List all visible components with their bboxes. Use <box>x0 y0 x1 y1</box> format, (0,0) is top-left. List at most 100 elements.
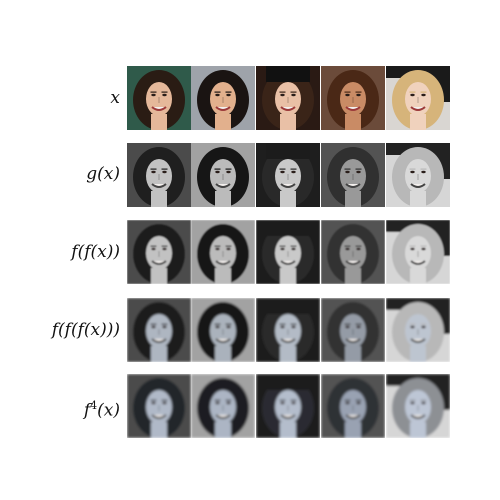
thumb-eye-left <box>280 247 285 251</box>
thumb-brow-left <box>279 245 286 247</box>
thumb-smile <box>151 414 167 419</box>
thumb-nose <box>287 329 289 335</box>
thumb-brow-left <box>150 245 157 247</box>
thumb-smile <box>410 183 426 188</box>
face-thumbnail-5-3 <box>256 374 320 438</box>
thumb-smile <box>215 260 231 265</box>
thumb-eye-right <box>226 93 231 97</box>
thumb-brow-right <box>161 91 168 93</box>
thumb-hat <box>266 143 310 159</box>
thumb-eye-right <box>162 401 167 405</box>
thumb-eye-left <box>280 170 285 174</box>
thumb-nose <box>417 97 419 103</box>
thumb-smile <box>215 414 231 419</box>
face-thumbnail-4-5 <box>386 298 450 362</box>
thumb-smile <box>345 106 361 111</box>
thumb-nose <box>417 174 419 180</box>
thumb-neck <box>215 346 231 362</box>
thumb-eye-left <box>151 247 156 251</box>
thumb-nose <box>417 251 419 257</box>
thumb-nose <box>158 405 160 411</box>
thumb-eye-right <box>421 325 426 329</box>
thumb-brow-left <box>214 245 221 247</box>
thumb-eye-right <box>356 325 361 329</box>
face-thumbnail-4-2 <box>191 298 255 362</box>
thumb-nose <box>352 97 354 103</box>
thumb-eye-right <box>291 170 296 174</box>
thumb-smile <box>215 183 231 188</box>
thumb-brow-right <box>355 245 362 247</box>
thumb-smile <box>280 414 296 419</box>
thumb-nose <box>158 174 160 180</box>
thumb-neck <box>410 346 426 362</box>
thumb-neck <box>345 346 361 362</box>
thumb-brow-left <box>150 323 157 325</box>
thumb-brow-left <box>344 168 351 170</box>
thumb-nose <box>158 251 160 257</box>
thumb-hat <box>266 220 310 236</box>
thumb-nose <box>222 329 224 335</box>
face-thumbnail-1-3 <box>256 66 320 130</box>
thumb-eye-left <box>151 325 156 329</box>
thumb-neck <box>280 346 296 362</box>
thumb-neck <box>215 114 231 130</box>
thumb-eye-right <box>291 247 296 251</box>
thumb-brow-left <box>279 168 286 170</box>
thumb-eye-right <box>356 93 361 97</box>
row-label-f4-x: f4(x) <box>10 396 120 421</box>
thumb-eye-right <box>421 170 426 174</box>
thumb-smile <box>280 106 296 111</box>
thumb-nose <box>158 329 160 335</box>
face-thumbnail-3-5 <box>386 220 450 284</box>
face-thumbnail-1-4 <box>321 66 385 130</box>
thumb-eye-left <box>151 93 156 97</box>
thumb-brow-left <box>150 168 157 170</box>
row-label-f4-sup: 4 <box>90 399 98 412</box>
thumb-nose <box>287 174 289 180</box>
thumb-smile <box>410 260 426 265</box>
thumb-eye-right <box>226 401 231 405</box>
thumb-brow-right <box>225 399 232 401</box>
thumb-neck <box>410 191 426 207</box>
thumb-eye-right <box>226 247 231 251</box>
row-label-f4-tail: (x) <box>97 400 120 421</box>
thumb-neck <box>280 114 296 130</box>
thumb-smile <box>410 106 426 111</box>
thumb-brow-left <box>214 91 221 93</box>
thumb-brow-right <box>355 399 362 401</box>
thumb-eye-left <box>215 325 220 329</box>
thumb-brow-left <box>279 399 286 401</box>
thumb-eye-left <box>215 170 220 174</box>
thumb-eye-right <box>421 401 426 405</box>
thumb-smile <box>410 338 426 343</box>
thumb-brow-right <box>225 245 232 247</box>
thumb-brow-left <box>344 399 351 401</box>
thumb-eye-right <box>421 93 426 97</box>
thumb-brow-right <box>290 168 297 170</box>
thumb-brow-left <box>409 399 416 401</box>
thumb-smile <box>410 414 426 419</box>
thumb-brow-right <box>225 323 232 325</box>
thumb-smile <box>345 338 361 343</box>
thumb-brow-left <box>214 323 221 325</box>
thumb-brow-right <box>420 168 427 170</box>
thumb-nose <box>222 97 224 103</box>
thumb-eye-left <box>280 401 285 405</box>
thumb-smile <box>151 338 167 343</box>
thumb-neck <box>151 346 167 362</box>
thumb-eye-left <box>345 170 350 174</box>
face-thumbnail-5-2 <box>191 374 255 438</box>
face-thumbnail-2-2 <box>191 143 255 207</box>
thumb-smile <box>215 106 231 111</box>
thumb-neck <box>345 422 361 438</box>
thumb-neck <box>345 268 361 284</box>
thumb-nose <box>352 405 354 411</box>
thumb-neck <box>151 191 167 207</box>
thumb-eye-left <box>410 247 415 251</box>
thumb-eye-right <box>291 401 296 405</box>
thumb-neck <box>151 268 167 284</box>
thumb-eye-right <box>162 93 167 97</box>
thumb-neck <box>410 268 426 284</box>
thumb-smile <box>280 260 296 265</box>
thumb-brow-right <box>290 323 297 325</box>
